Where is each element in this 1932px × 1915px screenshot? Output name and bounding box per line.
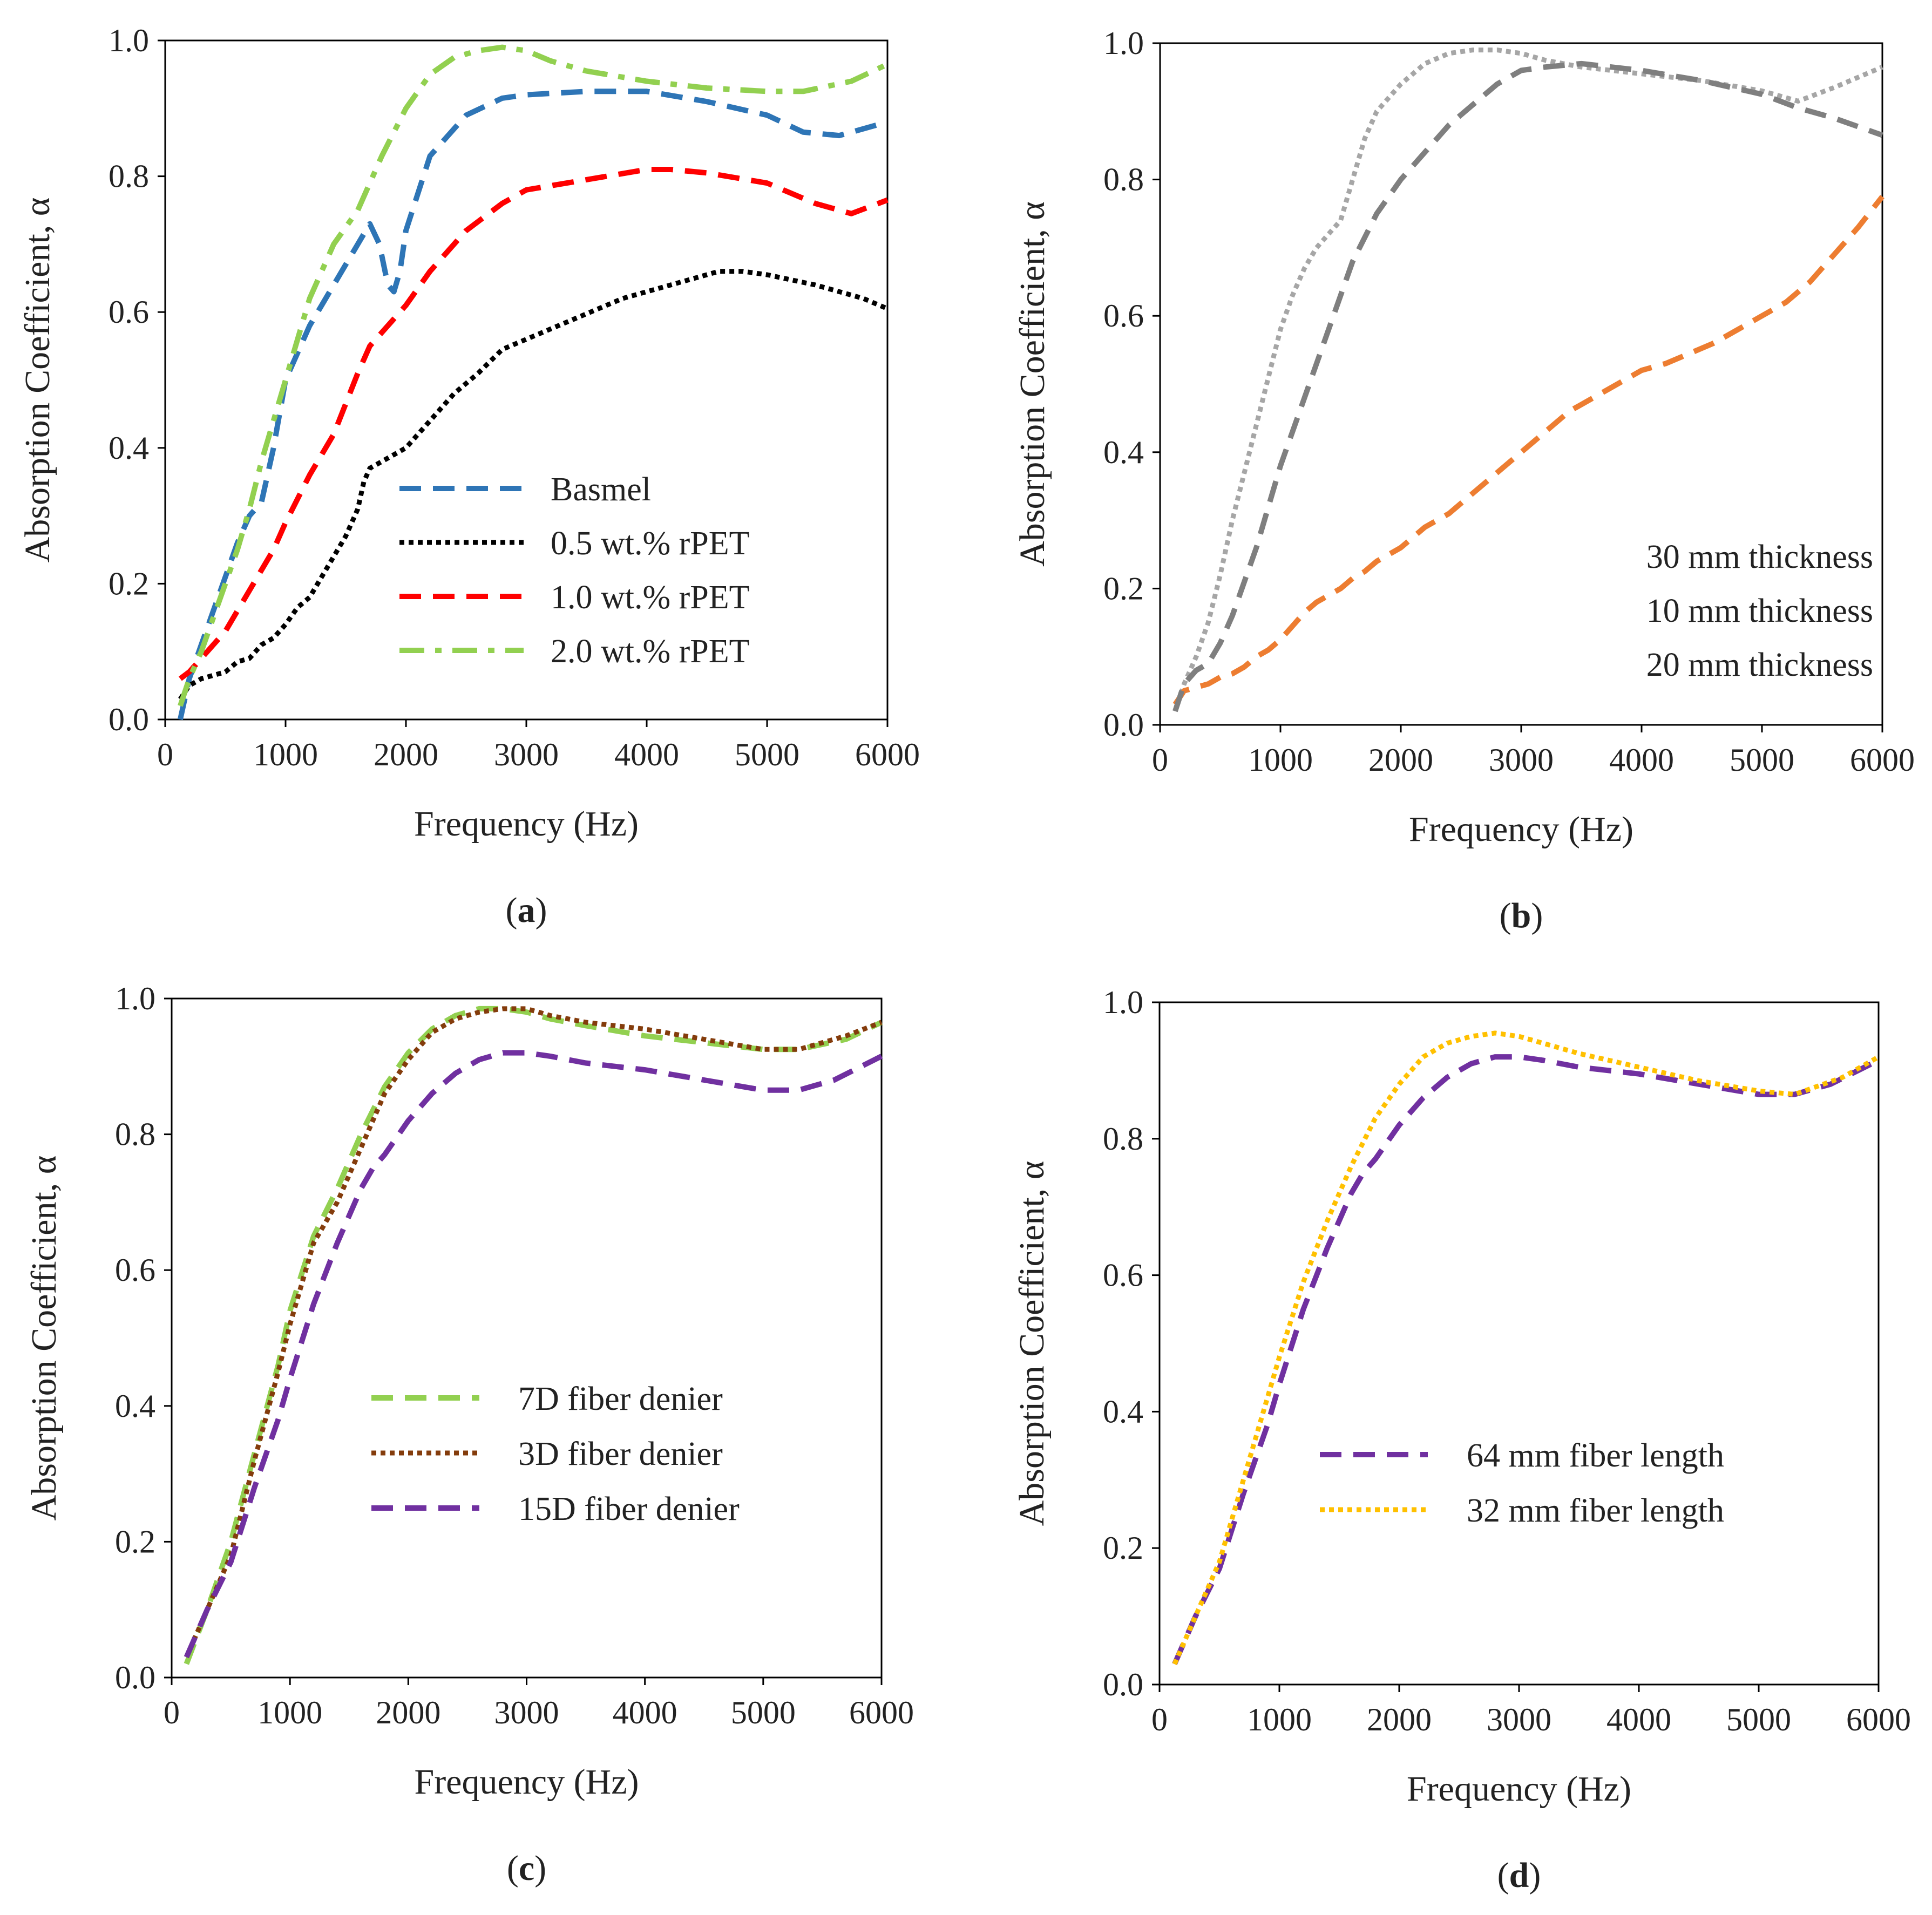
y-tick-label: 0.2 xyxy=(1103,571,1144,606)
x-axis-title: Frequency (Hz) xyxy=(414,804,639,844)
y-tick-label: 1.0 xyxy=(1103,25,1144,61)
x-tick-label: 3000 xyxy=(494,1695,559,1730)
y-tick-label: 0.2 xyxy=(115,1524,155,1559)
y-tick-label: 0.8 xyxy=(109,159,149,194)
legend-label: 0.5 wt.% rPET xyxy=(551,525,750,562)
legend-label: 15D fiber denier xyxy=(518,1491,740,1527)
series-line-3d-fiber-denier xyxy=(184,1006,883,1659)
y-tick-label: 0.0 xyxy=(115,1660,155,1695)
x-tick-label: 6000 xyxy=(849,1695,914,1730)
series-line-10-mm-thickness xyxy=(1172,195,1884,706)
y-tick-label: 0.8 xyxy=(1103,162,1144,198)
x-tick-label: 5000 xyxy=(731,1695,796,1730)
plot-area-frame xyxy=(164,39,889,721)
x-tick-label: 5000 xyxy=(1726,1702,1791,1737)
x-tick-label: 4000 xyxy=(1609,742,1674,778)
legend-label: 20 mm thickness xyxy=(1646,647,1873,683)
y-tick-label: 1.0 xyxy=(109,23,149,58)
x-tick-label: 0 xyxy=(1152,742,1168,778)
y-tick-label: 1.0 xyxy=(115,981,155,1016)
x-tick-label: 2000 xyxy=(1367,1702,1432,1737)
series-line-7d-fiber-denier xyxy=(184,1006,883,1665)
legend-label: 10 mm thickness xyxy=(1646,593,1873,629)
y-axis-title: Absorption Coefficient, α xyxy=(1012,1161,1052,1526)
y-tick-label: 1.0 xyxy=(1103,984,1143,1020)
chart-panel-a: 0 1000 2000 3000 4000 5000 6000 0.0 0.2 0.4 0.6 0.8… xyxy=(18,23,920,930)
legend-label: 64 mm fiber length xyxy=(1467,1437,1724,1474)
x-tick-label: 0 xyxy=(164,1695,180,1730)
x-tick-label: 3000 xyxy=(494,737,559,772)
x-tick-label: 3000 xyxy=(1489,742,1554,778)
x-tick-label: 5000 xyxy=(735,737,799,772)
chart-panel-b: 0 1000 2000 3000 4000 5000 6000 0.0 0.2 0.4 0.6 0.8… xyxy=(1013,25,1915,935)
legend-label: 2.0 wt.% rPET xyxy=(551,633,750,670)
series-line-64-mm-fiber-length xyxy=(1172,1054,1880,1666)
legend-label: 30 mm thickness xyxy=(1646,539,1873,575)
y-axis-title: Absorption Coefficient, α xyxy=(24,1156,64,1521)
plot-area-frame xyxy=(1158,1001,1880,1686)
x-tick-label: 5000 xyxy=(1730,742,1794,778)
y-tick-label: 0.8 xyxy=(1103,1121,1143,1157)
y-tick-label: 0.6 xyxy=(115,1252,155,1288)
panel-label: (c) xyxy=(507,1849,546,1888)
series-line-2-0-wt-rpet xyxy=(178,44,889,707)
series-line-0-5-wt-rpet xyxy=(178,269,889,701)
x-tick-label: 1000 xyxy=(1247,1702,1312,1737)
x-tick-label: 0 xyxy=(157,737,173,772)
y-tick-label: 0.2 xyxy=(1103,1530,1143,1566)
series-line-32-mm-fiber-length xyxy=(1172,1030,1880,1665)
legend-label: 3D fiber denier xyxy=(518,1436,723,1472)
x-axis-title: Frequency (Hz) xyxy=(415,1762,639,1802)
x-tick-label: 2000 xyxy=(374,737,438,772)
x-tick-label: 2000 xyxy=(376,1695,440,1730)
series-line-15d-fiber-denier xyxy=(184,1050,883,1659)
x-tick-label: 4000 xyxy=(614,737,679,772)
chart-panel-c: 0 1000 2000 3000 4000 5000 6000 0.0 0.2 0.4 0.6 0.8… xyxy=(24,981,914,1888)
legend-label: Basmel xyxy=(551,471,651,508)
x-tick-label: 3000 xyxy=(1487,1702,1551,1737)
x-axis-title: Frequency (Hz) xyxy=(1407,1769,1631,1809)
y-axis-title: Absorption Coefficient, α xyxy=(1013,201,1052,567)
x-tick-label: 6000 xyxy=(855,737,920,772)
x-tick-label: 6000 xyxy=(1850,742,1915,778)
x-tick-label: 0 xyxy=(1151,1702,1168,1737)
panel-label: (b) xyxy=(1500,896,1543,935)
legend-label: 32 mm fiber length xyxy=(1467,1492,1724,1529)
panel-label: (a) xyxy=(506,891,547,930)
x-tick-label: 4000 xyxy=(1606,1702,1671,1737)
chart-panel-d: 0 1000 2000 3000 4000 5000 6000 0.0 0.2 0.4 0.6 0.8… xyxy=(1012,984,1911,1895)
y-tick-label: 0.4 xyxy=(1103,1394,1143,1429)
x-tick-label: 6000 xyxy=(1846,1702,1911,1737)
y-tick-label: 0.2 xyxy=(109,566,149,601)
y-tick-label: 0.0 xyxy=(1103,1667,1143,1702)
x-tick-label: 1000 xyxy=(1248,742,1313,778)
y-tick-label: 0.0 xyxy=(1103,707,1144,743)
y-tick-label: 0.6 xyxy=(1103,1258,1143,1293)
series-line-1-0-wt-rpet xyxy=(178,167,889,681)
y-tick-label: 0.6 xyxy=(1103,298,1144,334)
x-tick-label: 1000 xyxy=(257,1695,322,1730)
legend-label: 1.0 wt.% rPET xyxy=(551,579,750,616)
series-line-basmel xyxy=(178,89,889,721)
x-tick-label: 1000 xyxy=(253,737,318,772)
y-axis-title: Absorption Coefficient, α xyxy=(18,198,57,563)
y-tick-label: 0.4 xyxy=(1103,434,1144,470)
x-tick-label: 2000 xyxy=(1368,742,1433,778)
panel-label: (d) xyxy=(1497,1856,1541,1895)
y-tick-label: 0.4 xyxy=(115,1388,155,1424)
x-axis-title: Frequency (Hz) xyxy=(1409,810,1633,849)
plot-area-frame xyxy=(171,997,883,1679)
y-tick-label: 0.0 xyxy=(109,702,149,737)
x-tick-label: 4000 xyxy=(613,1695,677,1730)
y-tick-label: 0.8 xyxy=(115,1117,155,1152)
y-tick-label: 0.6 xyxy=(109,294,149,330)
y-tick-label: 0.4 xyxy=(109,430,149,466)
legend-label: 7D fiber denier xyxy=(518,1381,723,1417)
